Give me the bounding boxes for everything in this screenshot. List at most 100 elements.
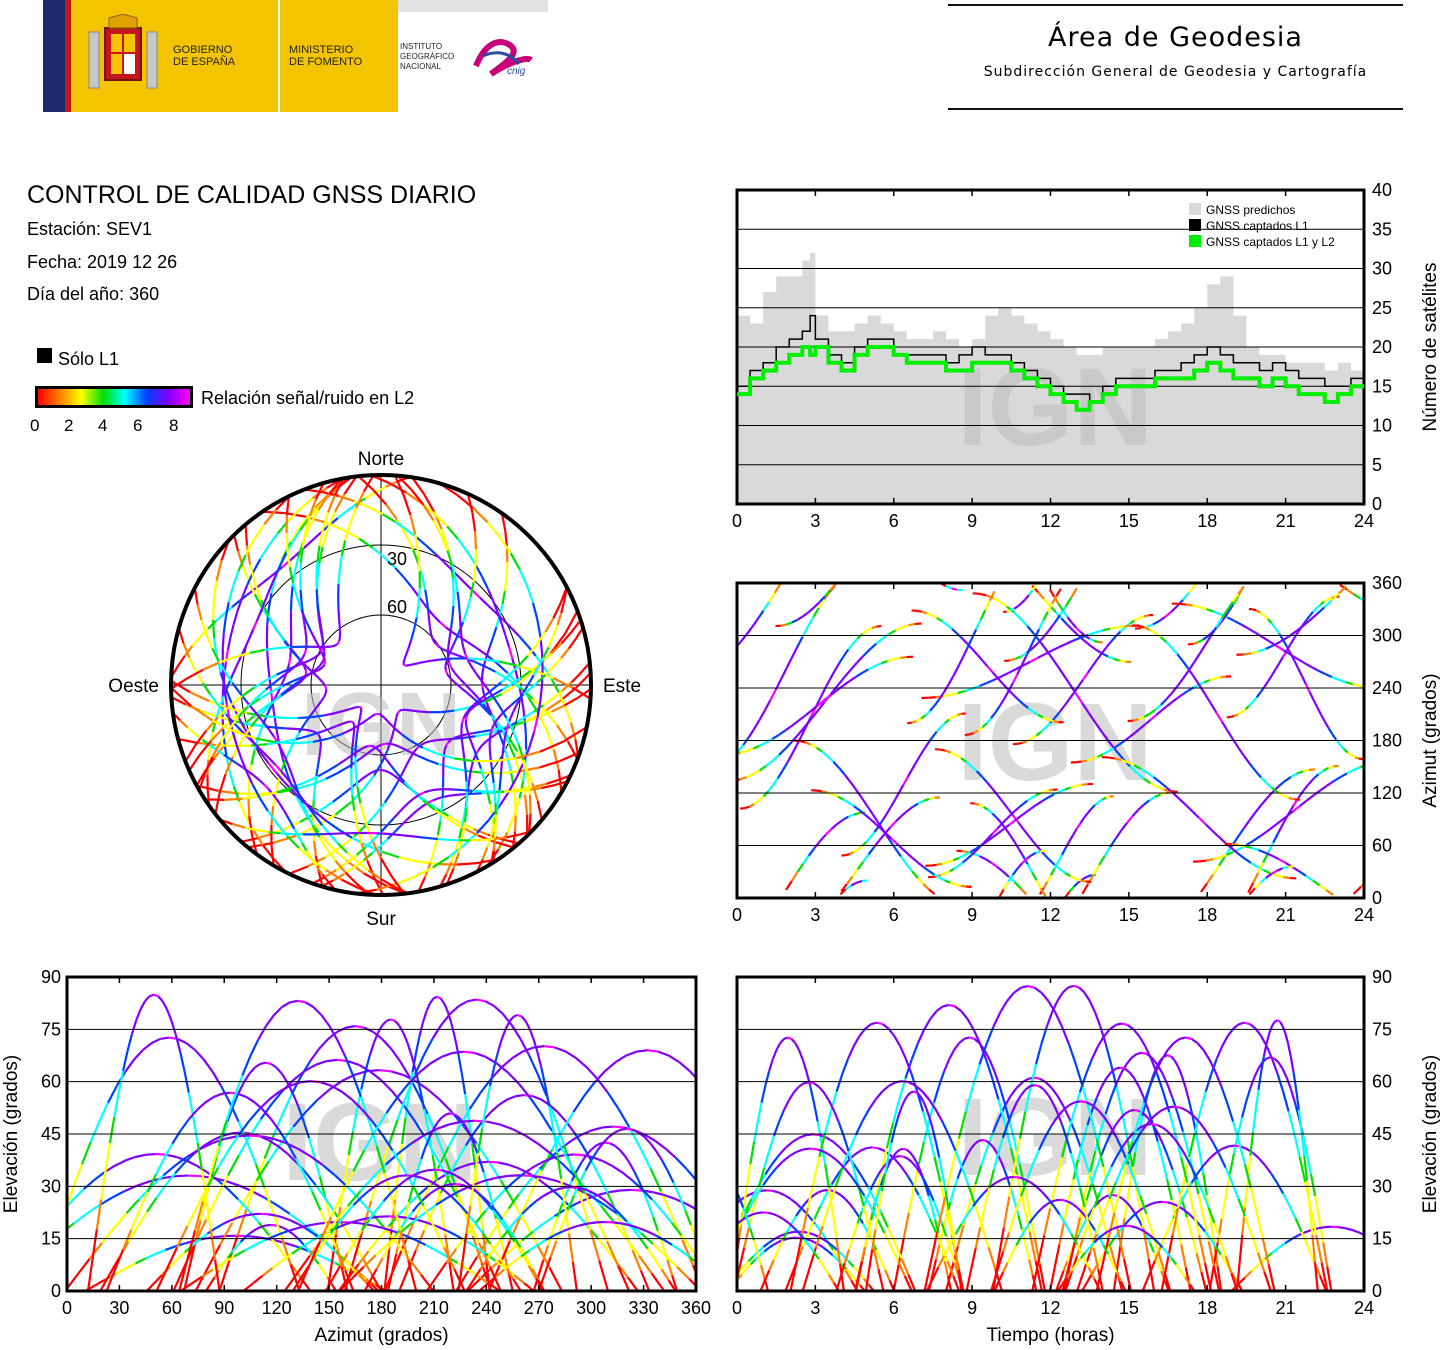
elevation-azimuth-track	[532, 1038, 539, 1053]
x-tick-label: 21	[1276, 905, 1296, 925]
elevation-azimuth-track	[67, 1187, 75, 1210]
azimuth-track	[1265, 644, 1274, 650]
azimuth-track	[1374, 762, 1381, 763]
azimuth-track	[1027, 707, 1034, 713]
elevation-time-track	[1257, 1071, 1263, 1090]
snr-label: Relación señal/ruido en L2	[201, 388, 415, 408]
azimuth-track	[796, 863, 805, 873]
azimuth-track	[830, 823, 838, 830]
elevation-azimuth-track	[318, 1176, 327, 1199]
elevation-azimuth-track	[339, 1221, 351, 1228]
azimuth-track	[944, 879, 951, 884]
azimuth-track	[974, 802, 980, 806]
skyplot-track	[314, 653, 320, 659]
skyplot-track	[454, 578, 459, 592]
elevation-azimuth-track	[528, 1054, 539, 1075]
azimuth-track	[1354, 756, 1360, 760]
azimuth-track	[1011, 673, 1019, 684]
elevation-time-track	[970, 1247, 977, 1270]
skyplot-track	[330, 644, 336, 648]
elevation-time-track	[723, 1247, 730, 1261]
skyplot-track	[556, 612, 563, 626]
elevation-azimuth-track	[361, 1108, 373, 1122]
elevation-azimuth-track	[381, 1134, 394, 1152]
azimuth-track	[707, 666, 713, 668]
elevation-time-track	[805, 1071, 812, 1087]
elevation-time-track	[1141, 1275, 1150, 1291]
azimuth-track	[1152, 776, 1161, 783]
azimuth-track	[1022, 660, 1031, 667]
elevation-azimuth-track	[504, 1179, 516, 1191]
azimuth-track	[1263, 680, 1269, 688]
azimuth-track	[842, 669, 852, 679]
elevation-azimuth-track	[604, 1204, 618, 1215]
skyplot-track	[564, 696, 579, 707]
elevation-time-track	[947, 1134, 957, 1151]
elevation-azimuth-track	[165, 1153, 177, 1159]
series-l1l2-line	[737, 345, 1364, 412]
y-tick-label: 30	[1372, 1176, 1392, 1196]
azimuth-track	[1009, 657, 1016, 662]
azimuth-track	[1032, 710, 1039, 716]
elevation-azimuth-track	[324, 1197, 336, 1213]
azimuth-track	[758, 795, 765, 802]
x-tick-label: 180	[366, 1298, 396, 1318]
azimuth-track	[1048, 588, 1056, 598]
elevation-azimuth-track	[676, 1266, 690, 1280]
azimuth-track	[949, 867, 955, 873]
azimuth-track	[1119, 659, 1126, 663]
elevation-azimuth-track	[405, 1210, 414, 1221]
elevation-time-track	[1293, 1133, 1301, 1158]
azimuth-track	[933, 873, 941, 879]
elevation-azimuth-track	[253, 1227, 259, 1232]
azimuth-track	[992, 828, 998, 835]
azimuth-track	[842, 648, 850, 657]
elevation-time-track	[893, 1035, 901, 1047]
azimuth-track	[1170, 647, 1179, 655]
elevation-time-track	[1264, 1164, 1272, 1175]
elevation-time-track	[1125, 1057, 1133, 1066]
elevation-azimuth-track	[212, 1262, 224, 1271]
azimuth-track	[1035, 730, 1042, 737]
elevation-azimuth-track	[391, 1253, 398, 1273]
azimuth-track	[1212, 856, 1221, 861]
elevation-azimuth-track	[276, 1204, 291, 1215]
elevation-azimuth-track	[663, 1238, 673, 1246]
elevation-azimuth-track	[473, 1120, 484, 1134]
elevation-time-track	[1399, 1259, 1406, 1265]
azimuth-track	[771, 733, 780, 740]
skyplot-track	[383, 791, 393, 804]
elevation-time-track	[1197, 1235, 1207, 1264]
elevation-azimuth-track	[444, 1189, 454, 1199]
elevation-azimuth-track	[214, 1259, 221, 1291]
azimuth-track	[923, 742, 930, 750]
elevation-azimuth-track	[289, 1212, 304, 1225]
elevation-azimuth-track	[562, 1163, 577, 1178]
azimuth-track	[1259, 611, 1265, 617]
azimuth-track	[756, 609, 765, 620]
skyplot-track	[466, 657, 483, 661]
azimuth-track	[880, 660, 888, 665]
elevation-time-track	[876, 1021, 883, 1026]
elevation-time-track	[779, 1038, 785, 1044]
skyplot-track	[351, 836, 368, 847]
elevation-azimuth-track	[254, 1238, 267, 1246]
elevation-time-track	[860, 1147, 867, 1152]
elevation-azimuth-track	[465, 1222, 477, 1237]
azimuth-track	[1138, 715, 1145, 721]
azimuth-track	[1213, 610, 1221, 616]
azimuth-track	[837, 795, 844, 801]
elevation-time-track	[1033, 986, 1043, 994]
elevation-azimuth-track	[650, 1272, 666, 1291]
elevation-azimuth-track	[672, 1182, 681, 1197]
elevation-azimuth-track	[458, 1000, 469, 1007]
elevation-azimuth-track	[700, 1082, 711, 1096]
azimuth-track	[958, 854, 965, 859]
elevation-azimuth-track	[237, 1081, 245, 1094]
azimuth-track	[940, 722, 946, 728]
elevation-time-track	[921, 1175, 927, 1186]
azimuth-track	[866, 805, 874, 815]
elevation-azimuth-track	[259, 1103, 273, 1120]
skyplot-track	[394, 520, 407, 531]
azimuth-track	[1172, 792, 1181, 800]
